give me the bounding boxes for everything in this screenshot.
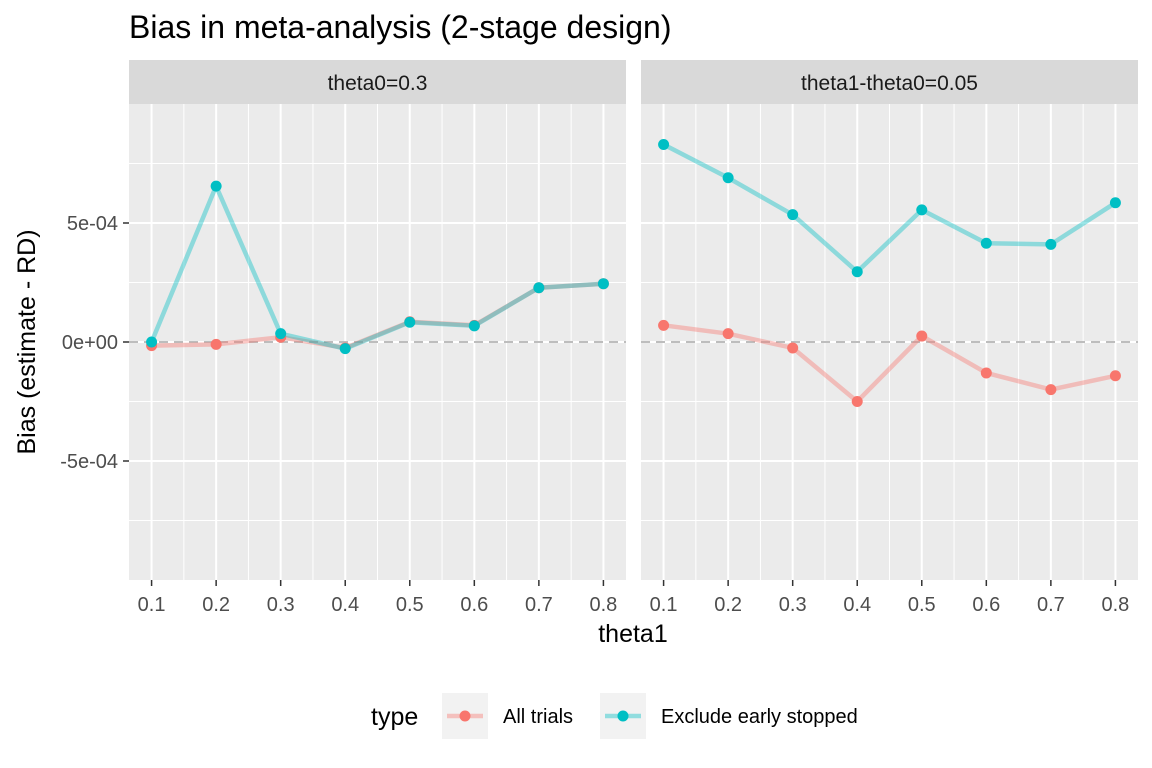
data-point [275, 328, 287, 340]
data-point [658, 319, 670, 331]
data-point [980, 237, 992, 249]
x-tick-label: 0.6 [460, 594, 488, 616]
x-tick-label: 0.2 [202, 594, 230, 616]
x-tick-label: 0.8 [590, 594, 618, 616]
data-point [916, 204, 928, 216]
legend-label: All trials [503, 706, 573, 728]
legend-label: Exclude early stopped [661, 706, 858, 728]
data-point [722, 328, 734, 340]
y-tick-label: -5e-04 [60, 451, 118, 473]
x-tick-label: 0.5 [908, 594, 936, 616]
y-axis: -5e-04 0e+00 5e-04 [60, 213, 129, 473]
data-point [597, 278, 609, 290]
series-line [149, 183, 604, 351]
strip-label: theta1-theta0=0.05 [801, 72, 978, 95]
data-point [210, 180, 222, 192]
data-point [658, 138, 670, 150]
x-tick-label: 0.8 [1102, 594, 1130, 616]
x-tick-label: 0.3 [779, 594, 807, 616]
data-point [210, 338, 222, 350]
panel-2: theta1-theta0=0.05 0.1 0.2 0.3 0.4 0.5 0.6 0.7 0… [641, 60, 1138, 616]
legend: type All trials Exclude early stopped [371, 693, 858, 739]
x-tick-label: 0.1 [138, 594, 166, 616]
data-point [468, 320, 480, 332]
data-point [404, 316, 416, 328]
y-axis-title: Bias (estimate - RD) [13, 229, 41, 454]
x-tick-label: 0.4 [843, 594, 871, 616]
x-tick-label: 0.7 [525, 594, 553, 616]
series-line [151, 281, 604, 351]
data-point [339, 343, 351, 355]
legend-key-point [617, 710, 629, 722]
strip-background [129, 60, 626, 104]
y-tick-label: 0e+00 [62, 332, 118, 354]
legend-key-point [459, 710, 471, 722]
data-point [533, 282, 545, 294]
data-point [1045, 238, 1057, 250]
x-tick-label: 0.3 [267, 594, 295, 616]
x-tick-label: 0.2 [714, 594, 742, 616]
x-tick-label: 0.7 [1037, 594, 1065, 616]
data-point [916, 330, 928, 342]
x-tick-label: 0.6 [972, 594, 1000, 616]
data-point [980, 367, 992, 379]
data-point [787, 209, 799, 221]
panel-1: theta0=0.3 0.1 0.2 0.3 0.4 0.5 0.6 0.7 0.8 [129, 60, 626, 616]
strip-background [641, 60, 1138, 104]
data-point [787, 342, 799, 354]
data-point [851, 266, 863, 278]
series-line [663, 323, 1116, 404]
strip-label: theta0=0.3 [328, 72, 428, 95]
y-tick-label: 5e-04 [67, 213, 118, 235]
x-tick-label: 0.5 [396, 594, 424, 616]
data-point [1109, 370, 1121, 382]
series-line [662, 142, 1117, 275]
data-point [1045, 384, 1057, 396]
panels: theta0=0.30.1 0.2 0.3 0.4 0.5 0.6 0.7 0.8theta1… [129, 60, 1138, 616]
x-tick-label: 0.1 [650, 594, 678, 616]
data-point [851, 396, 863, 407]
chart-title: Bias in meta-analysis (2-stage design) [129, 9, 671, 45]
x-axis-title: theta1 [598, 620, 668, 648]
data-point [146, 336, 158, 348]
legend-title: type [371, 703, 418, 731]
data-point [1109, 197, 1121, 209]
x-tick-label: 0.4 [331, 594, 359, 616]
data-point [722, 172, 734, 184]
